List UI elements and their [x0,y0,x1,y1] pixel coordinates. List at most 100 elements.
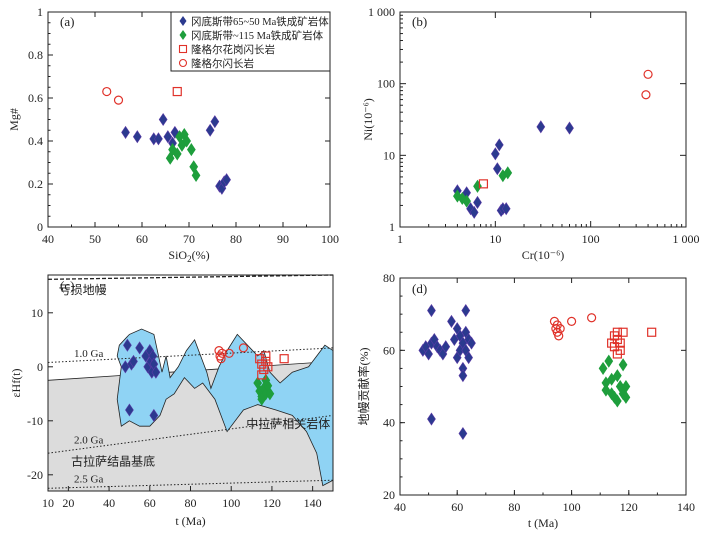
y-tick-label: 1 000 [368,5,395,19]
series-3 [214,343,249,364]
y-axis-label: Mg# [7,108,21,131]
data-point [612,394,622,408]
data-point [132,130,142,144]
legend-marker [179,16,187,26]
data-point [473,195,482,210]
data-point [113,95,124,105]
data-point [172,86,182,97]
plot-frame [399,277,687,496]
data-point [216,354,226,364]
depleted-mantle-line [47,274,334,280]
x-tick-label: 100 [582,232,600,246]
data-point [478,179,489,189]
series-1 [165,128,201,182]
data-point [123,338,132,352]
data-point [565,121,574,135]
data-point [490,147,500,161]
y-tick-label: -20 [27,468,43,482]
legend-entry: 隆格尔花岗闪长岩 [191,43,275,56]
y-tick-label: 0.4 [28,134,43,148]
panel-b: (b) 11 10 10 100 100 1 000 1 000 Cr(10⁻⁶) Ni(10⁻⁶… [361,5,700,262]
y-tick-label: 10 [383,148,395,162]
series-2 [478,179,489,189]
data-point [612,327,622,337]
data-point [261,373,271,387]
annotation-depleted-mantle: 亏损地幔 [59,282,107,297]
panel-label: (b) [412,14,427,29]
data-point [536,120,546,134]
x-tick-label: 50 [89,232,101,246]
x-tick-label: 80 [230,232,242,246]
y-tick-label: 10 [31,306,43,320]
x-axis-label: SiO2(%) [168,248,209,264]
series-3 [102,86,124,105]
x-tick-label: 1 000 [673,232,700,246]
x-tick-label: 40 [42,232,54,246]
series-0 [453,120,574,219]
data-point [427,304,436,318]
data-point [191,168,201,182]
data-point [469,205,479,219]
series-0 [418,304,476,441]
y-tick-label: -10 [27,414,43,428]
series-3 [549,313,597,341]
data-point [158,112,168,127]
data-point [121,125,130,139]
data-point [265,387,275,401]
y-tick-label: 20 [383,488,395,502]
data-point [643,69,653,79]
data-point [587,313,597,323]
x-axis-label: t (Ma) [528,516,558,530]
data-point [135,341,144,355]
legend-marker [179,30,187,40]
y-tick-label: 100 [377,77,395,91]
data-point [647,327,657,337]
x-tick-label: 80 [508,500,520,514]
series-1 [253,373,275,406]
data-point [205,123,215,137]
panel-label: (d) [412,281,427,296]
annotation-2-5-ga: 2.5 Ga [74,473,103,485]
x-tick-label: 10 [489,232,501,246]
data-point [261,351,271,361]
data-point [555,324,565,334]
y-tick-label: 60 [383,343,395,357]
y-tick-label: 0.2 [28,177,43,191]
x-tick-label: 20 [62,496,74,510]
data-point [494,138,504,152]
data-point [641,90,651,100]
annotation-central-lhasa: 中拉萨相关岩体 [246,416,330,431]
data-point [427,412,436,426]
y-tick-label: 0 [37,360,43,374]
data-point [621,390,631,404]
x-axis-label: Cr(10⁻⁶) [522,248,565,262]
data-point [172,147,182,161]
data-point [467,336,476,350]
data-point [458,369,468,383]
data-point [154,132,163,146]
crustal-evolution-line [47,414,334,454]
data-point [257,392,267,406]
top-blank [48,275,333,278]
series-3 [641,69,653,100]
data-point [424,347,433,361]
x-tick-label: 10 [42,496,54,510]
x-tick-label: 140 [677,500,695,514]
data-point [210,115,220,129]
data-point [473,179,482,193]
legend-marker [178,44,188,54]
legend-entry: 隆格尔闪长岩 [191,57,254,70]
data-point [609,342,620,352]
x-tick-label: 120 [263,496,281,510]
series-1 [598,354,631,408]
x-axis-label-unit: (%) [192,248,210,262]
panel-c: (c) 10 20 40 60 80 100 120 140 -20 -10 0 10 亏损地幔 1.0 G… [9,274,334,528]
legend-marker [178,58,188,68]
panel-a: 40 50 60 70 80 90 100 0 0.2 0.4 0.6 0.8 1 (a) SiO2(%) M… [7,5,339,264]
series-1 [453,166,513,208]
data-point [464,351,474,365]
y-tick-label: 0.6 [28,91,43,105]
data-point [125,403,134,417]
data-point [255,354,265,364]
